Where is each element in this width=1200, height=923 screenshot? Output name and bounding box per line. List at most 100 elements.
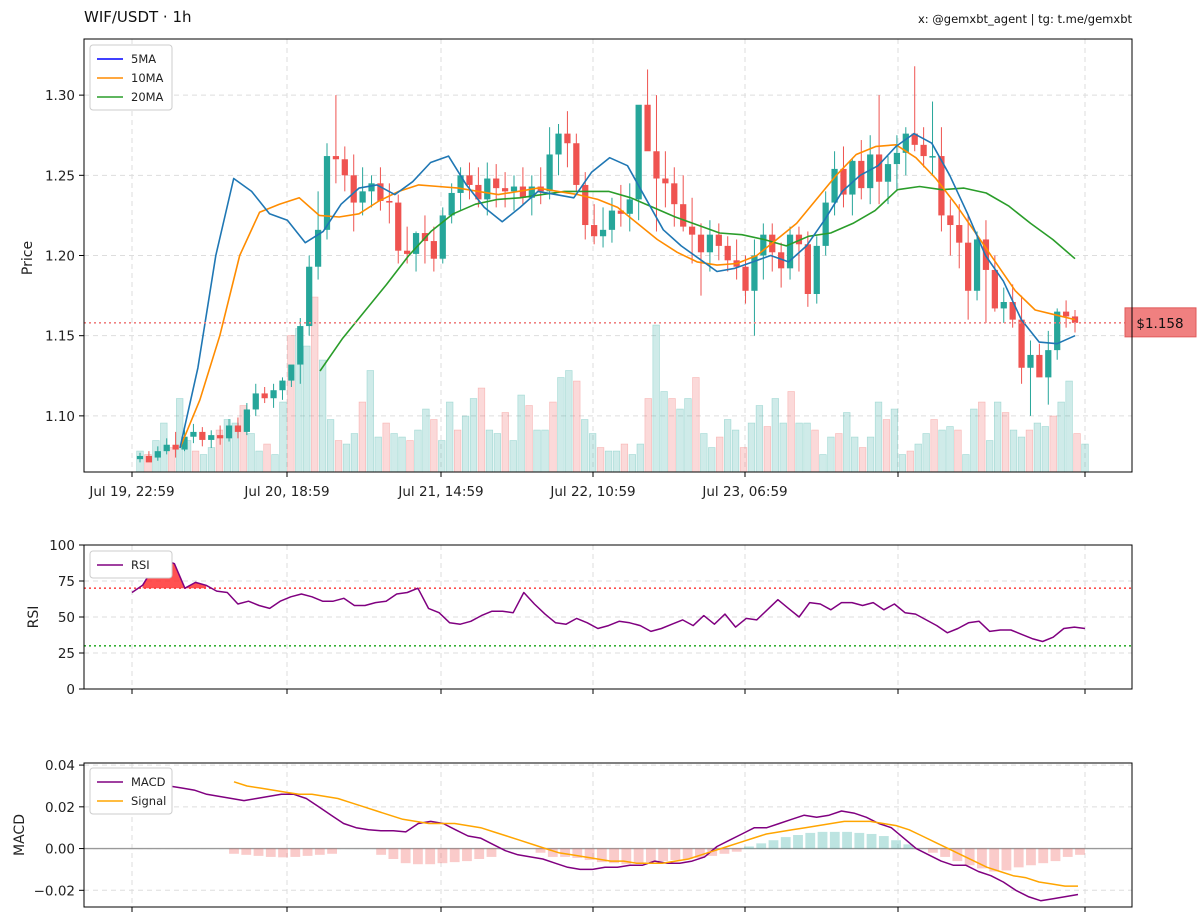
macd-histogram-bar xyxy=(1026,848,1036,866)
candle-body xyxy=(617,210,624,214)
volume-bar xyxy=(263,443,271,473)
macd-histogram-bar xyxy=(535,848,546,853)
volume-bar xyxy=(620,443,629,473)
candle-body xyxy=(208,435,215,440)
volume-bar xyxy=(469,398,478,473)
macd-histogram-bar xyxy=(940,848,951,857)
y-tick-label: 1.20 xyxy=(45,249,75,265)
volume-bar xyxy=(1017,436,1026,473)
macd-histogram-bar xyxy=(658,848,669,862)
candle-body xyxy=(1027,354,1034,368)
legend-box xyxy=(89,550,173,579)
volume-bar xyxy=(279,401,287,473)
candle-body xyxy=(199,431,206,440)
volume-bar xyxy=(549,401,557,473)
candle-body xyxy=(929,156,936,158)
candle-body xyxy=(243,409,250,432)
legend-label: Signal xyxy=(131,794,166,808)
candle-body xyxy=(457,175,464,193)
candle-body xyxy=(626,199,633,214)
macd-histogram-bar xyxy=(425,848,436,865)
volume-bar xyxy=(390,433,398,473)
candle-body xyxy=(591,225,598,237)
y-tick-label: 0.00 xyxy=(45,842,75,858)
candle-body xyxy=(297,326,304,365)
macd-histogram-bar xyxy=(964,848,975,866)
candle-body xyxy=(697,234,705,253)
volume-bar xyxy=(350,433,359,473)
y-tick-label: 100 xyxy=(49,538,75,554)
macd-histogram-bar xyxy=(695,848,705,858)
x-tick-label: Jul 19, 22:59 xyxy=(88,484,174,500)
candle-body xyxy=(484,178,491,200)
volume-bar xyxy=(271,454,279,473)
macd-line xyxy=(131,783,1079,902)
macd-histogram-bar xyxy=(878,836,889,849)
candle-body xyxy=(911,133,918,145)
volume-bar xyxy=(1049,415,1057,473)
candle-body xyxy=(314,229,322,267)
candle-body xyxy=(510,186,518,192)
macd-histogram-bar xyxy=(302,848,313,856)
macd-histogram-bar xyxy=(707,848,718,856)
candle-body xyxy=(261,393,268,399)
credit-text: x: @gemxbt_agent | tg: t.me/gemxbt xyxy=(918,12,1133,26)
volume-bar xyxy=(382,422,390,473)
candle-body xyxy=(582,184,589,226)
macd-histogram-bar xyxy=(596,848,607,863)
candle-body xyxy=(608,210,616,230)
volume-bar xyxy=(914,443,922,473)
volume-bar xyxy=(684,398,692,473)
volume-bar xyxy=(898,454,906,473)
candle-body xyxy=(136,455,144,460)
candle-body xyxy=(279,380,286,391)
candle-body xyxy=(1054,311,1061,351)
price-frame xyxy=(83,38,1133,473)
macd-histogram-bar xyxy=(633,848,644,864)
candle-body xyxy=(875,154,883,182)
macd-histogram-bar xyxy=(278,848,288,858)
candle-body xyxy=(439,215,446,259)
candle-body xyxy=(742,266,749,291)
candle-body xyxy=(867,154,874,189)
candle-body xyxy=(965,242,972,291)
candle-body xyxy=(154,451,161,458)
macd-histogram-bar xyxy=(327,848,337,854)
volume-bar xyxy=(525,405,533,473)
volume-bar xyxy=(803,422,811,473)
candle-body xyxy=(225,425,233,439)
candle-body xyxy=(662,178,669,184)
y-tick-label: 1.30 xyxy=(45,88,75,104)
candle-body xyxy=(778,252,785,269)
macd-histogram-bar xyxy=(265,848,276,857)
chart-title: WIF/USDT · 1h xyxy=(84,8,192,26)
candle-body xyxy=(306,266,313,327)
x-tick-label: Jul 21, 14:59 xyxy=(397,484,483,500)
candle-body xyxy=(1045,350,1052,378)
macd-histogram-bar xyxy=(682,848,693,859)
volume-bar xyxy=(922,433,930,473)
volume-bar xyxy=(731,429,740,473)
macd-histogram-bar xyxy=(744,846,754,849)
candle-body xyxy=(688,226,696,235)
volume-bar xyxy=(779,422,787,473)
candle-body xyxy=(786,234,794,269)
volume-bar xyxy=(612,450,621,473)
candle-body xyxy=(840,168,847,195)
price-panel: $1.158 1.10 1.15 1.20 1.25 1.30 Jul 19, 22:59 J… xyxy=(20,38,1197,500)
volume-bar xyxy=(676,408,684,473)
candle-body xyxy=(671,183,678,205)
volume-bar xyxy=(287,335,295,473)
candle-body xyxy=(404,250,411,254)
macd-histogram-bar xyxy=(793,835,803,849)
macd-histogram-bar xyxy=(891,840,901,849)
macd-histogram-bar xyxy=(572,848,583,858)
volume-bar xyxy=(811,429,819,473)
candle-body xyxy=(635,104,642,200)
volume-bar xyxy=(501,412,509,473)
y-tick-label: 25 xyxy=(58,646,75,662)
volume-bar xyxy=(557,377,565,473)
volume-bar xyxy=(517,394,525,473)
macd-histogram-bar xyxy=(400,848,411,864)
